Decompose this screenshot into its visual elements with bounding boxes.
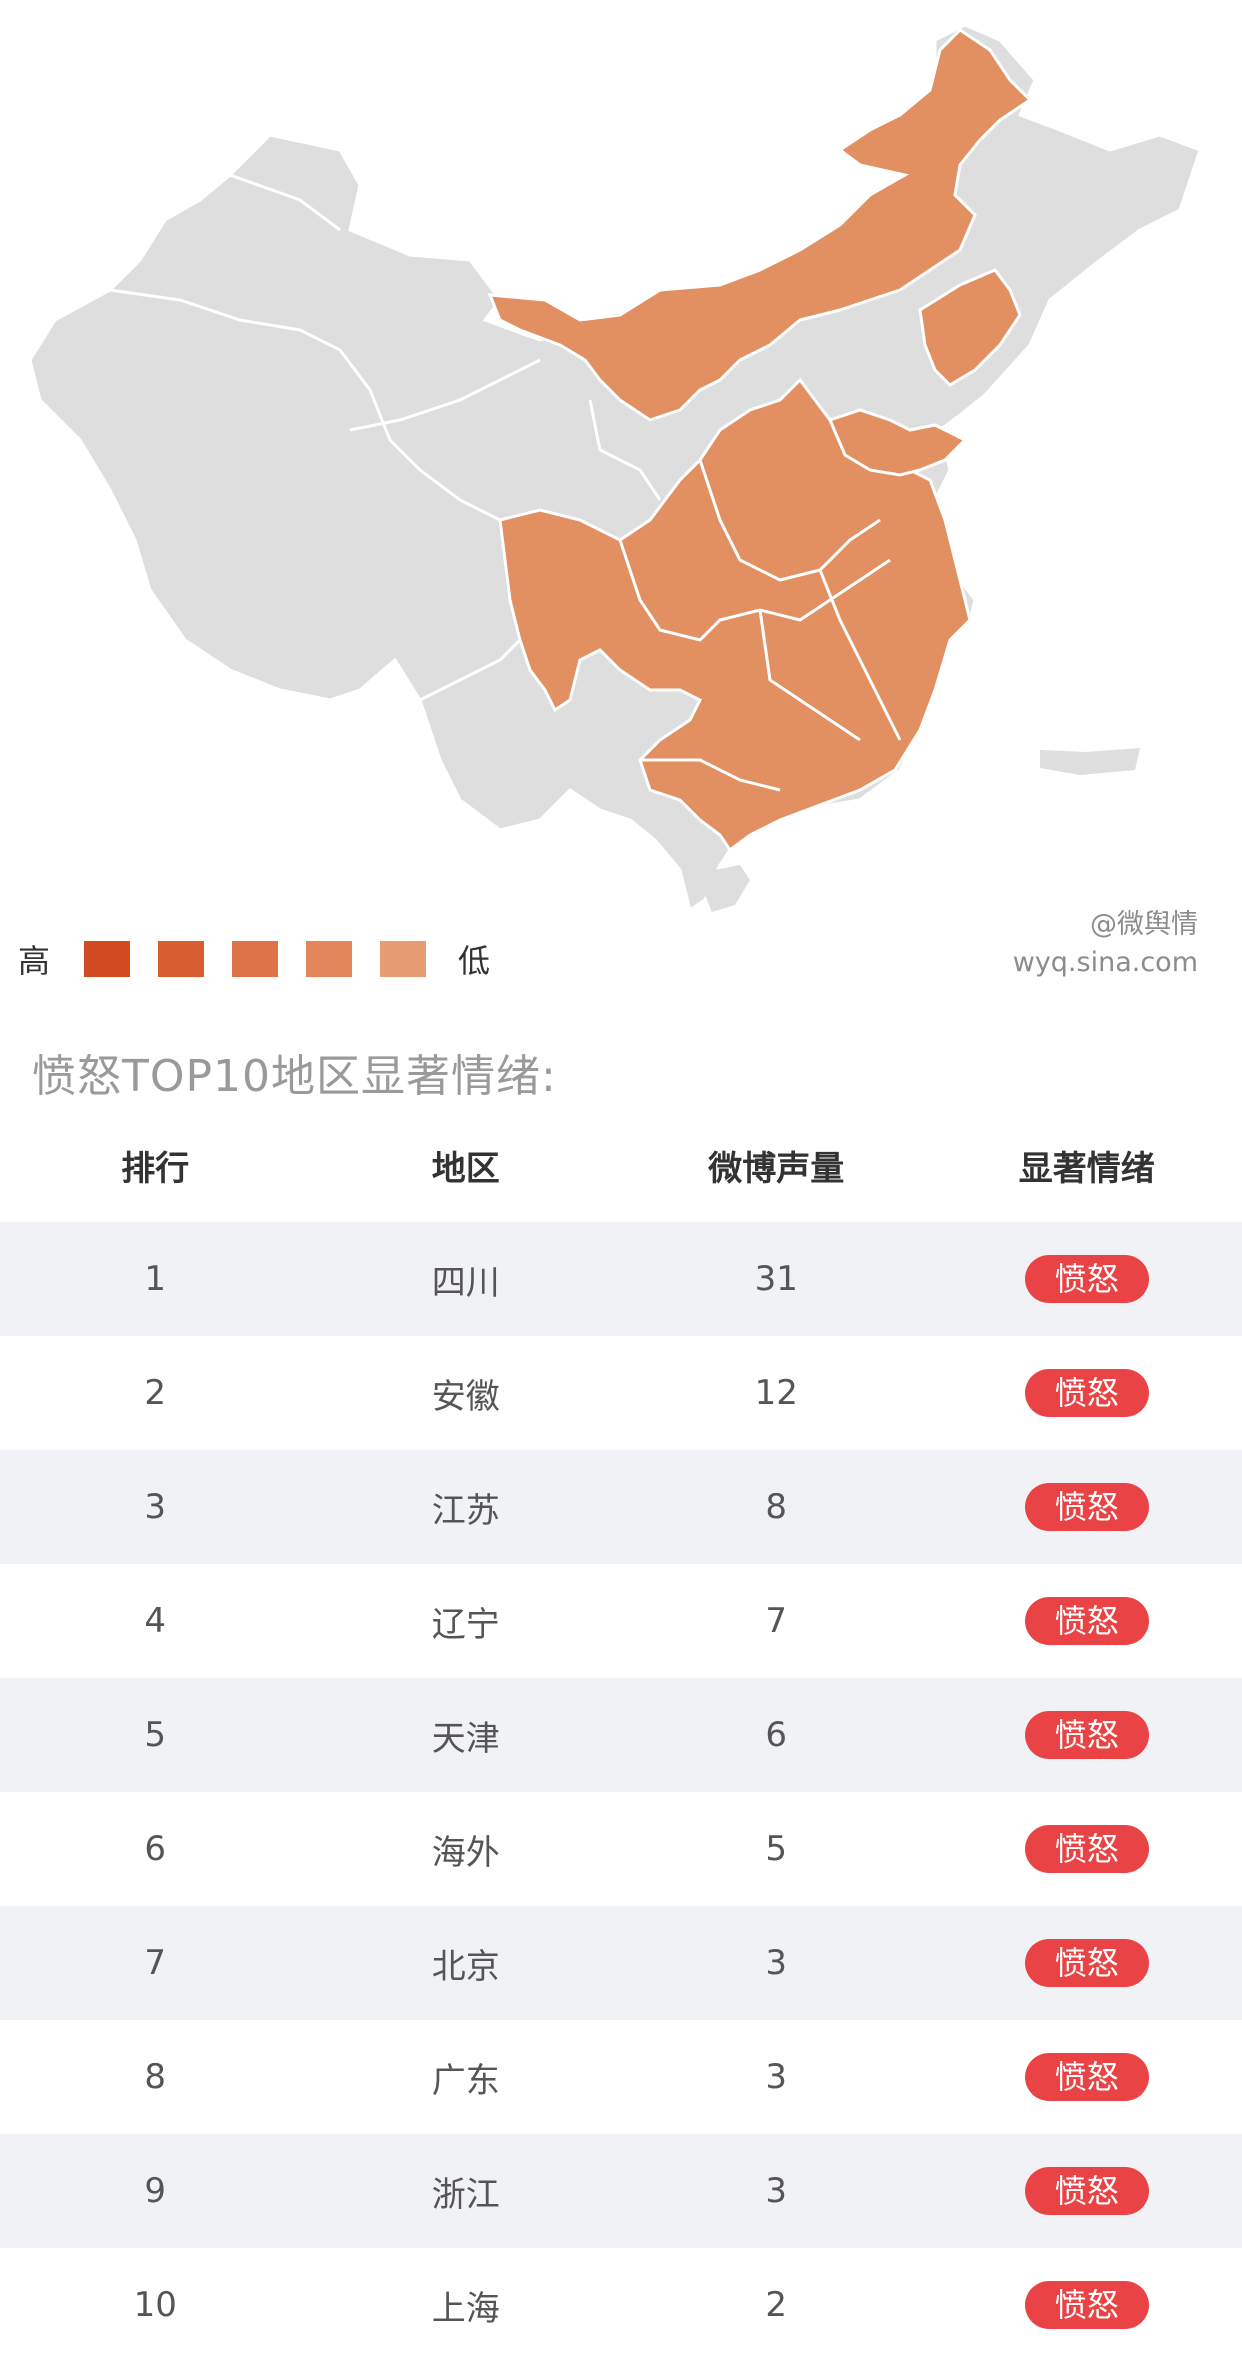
emotion-badge: 愤怒 (1024, 1711, 1149, 1759)
legend-swatch-5 (380, 941, 427, 977)
table-header-row: 排行 地区 微博声量 显著情绪 (0, 1108, 1242, 1222)
map-island (1040, 748, 1140, 775)
table-row: 10 上海 2 愤怒 (0, 2248, 1242, 2362)
cell-volume: 5 (621, 1792, 932, 1906)
map-highlight-liaoning (918, 268, 1022, 387)
cell-volume: 6 (621, 1678, 932, 1792)
emotion-badge: 愤怒 (1024, 1939, 1149, 1987)
cell-volume: 3 (621, 1906, 932, 2020)
legend-low-label: 低 (458, 942, 491, 980)
header-volume: 微博声量 (708, 1148, 845, 1189)
cell-emotion: 愤怒 (931, 1222, 1242, 1336)
cell-rank: 4 (0, 1564, 311, 1678)
cell-rank: 8 (0, 2020, 311, 2134)
map-base (28, 23, 1202, 913)
watermark-url: wyq.sina.com (1012, 947, 1198, 978)
watermark: @微舆情 wyq.sina.com (1013, 906, 1198, 982)
table-row: 1 四川 31 愤怒 (0, 1222, 1242, 1336)
cell-rank: 6 (0, 1792, 311, 1906)
cell-region: 四川 (310, 1222, 621, 1336)
cell-volume: 8 (621, 1450, 932, 1564)
cell-rank: 5 (0, 1678, 311, 1792)
map-highlight-north (487, 28, 1033, 422)
emotion-badge: 愤怒 (1024, 1825, 1149, 1873)
cell-region: 辽宁 (310, 1564, 621, 1678)
legend-swatch-1 (84, 941, 131, 977)
cell-rank: 3 (0, 1450, 311, 1564)
map-hainan (705, 865, 750, 912)
cell-volume: 7 (621, 1564, 932, 1678)
cell-rank: 1 (0, 1222, 311, 1336)
cell-rank: 10 (0, 2248, 311, 2362)
emotion-badge: 愤怒 (1024, 2053, 1149, 2101)
table-row: 8 广东 3 愤怒 (0, 2020, 1242, 2134)
china-map: 高 低 @微舆情 wyq.sina.com (0, 0, 1242, 980)
header-rank: 排行 (121, 1148, 190, 1189)
cell-emotion: 愤怒 (931, 1678, 1242, 1792)
legend-high-label: 高 (18, 942, 51, 980)
table-row: 4 辽宁 7 愤怒 (0, 1564, 1242, 1678)
cell-volume: 3 (621, 2134, 932, 2248)
section-title: 愤怒TOP10地区显著情绪: (32, 1051, 557, 1102)
cell-region: 广东 (310, 2020, 621, 2134)
cell-emotion: 愤怒 (931, 2134, 1242, 2248)
table-row: 3 江苏 8 愤怒 (0, 1450, 1242, 1564)
header-emotion: 显著情绪 (1018, 1148, 1155, 1189)
cell-volume: 3 (621, 2020, 932, 2134)
legend-swatch-2 (158, 941, 205, 977)
cell-region: 天津 (310, 1678, 621, 1792)
cell-region: 浙江 (310, 2134, 621, 2248)
map-legend: 高 低 (18, 937, 490, 981)
cell-emotion: 愤怒 (931, 1792, 1242, 1906)
cell-region: 江苏 (310, 1450, 621, 1564)
cell-emotion: 愤怒 (931, 1564, 1242, 1678)
ranking-table: 排行 地区 微博声量 显著情绪 1 四川 31 愤怒 2 安徽 12 愤怒 3 … (0, 1108, 1242, 2362)
map-highlight-shandong (827, 408, 968, 477)
cell-region: 北京 (310, 1906, 621, 2020)
cell-emotion: 愤怒 (931, 1450, 1242, 1564)
cell-rank: 7 (0, 1906, 311, 2020)
cell-emotion: 愤怒 (931, 1336, 1242, 1450)
cell-region: 上海 (310, 2248, 621, 2362)
emotion-badge: 愤怒 (1024, 1597, 1149, 1645)
cell-volume: 2 (621, 2248, 932, 2362)
cell-region: 海外 (310, 1792, 621, 1906)
cell-volume: 12 (621, 1336, 932, 1450)
table-row: 5 天津 6 愤怒 (0, 1678, 1242, 1792)
cell-volume: 31 (621, 1222, 932, 1336)
cell-emotion: 愤怒 (931, 1906, 1242, 2020)
map-borders (109, 173, 902, 792)
watermark-handle: @微舆情 (1090, 909, 1198, 940)
emotion-badge: 愤怒 (1024, 1255, 1149, 1303)
emotion-badge: 愤怒 (1024, 2281, 1149, 2329)
china-map-svg (28, 23, 1202, 913)
emotion-badge: 愤怒 (1024, 1483, 1149, 1531)
cell-region: 安徽 (310, 1336, 621, 1450)
header-region: 地区 (431, 1148, 500, 1189)
emotion-badge: 愤怒 (1024, 1369, 1149, 1417)
cell-rank: 2 (0, 1336, 311, 1450)
table-row: 2 安徽 12 愤怒 (0, 1336, 1242, 1450)
table-row: 6 海外 5 愤怒 (0, 1792, 1242, 1906)
cell-rank: 9 (0, 2134, 311, 2248)
cell-emotion: 愤怒 (931, 2020, 1242, 2134)
legend-swatch-3 (232, 941, 279, 977)
table-row: 7 北京 3 愤怒 (0, 1906, 1242, 2020)
cell-emotion: 愤怒 (931, 2248, 1242, 2362)
table-row: 9 浙江 3 愤怒 (0, 2134, 1242, 2248)
emotion-badge: 愤怒 (1024, 2167, 1149, 2215)
legend-swatch-4 (306, 941, 353, 977)
